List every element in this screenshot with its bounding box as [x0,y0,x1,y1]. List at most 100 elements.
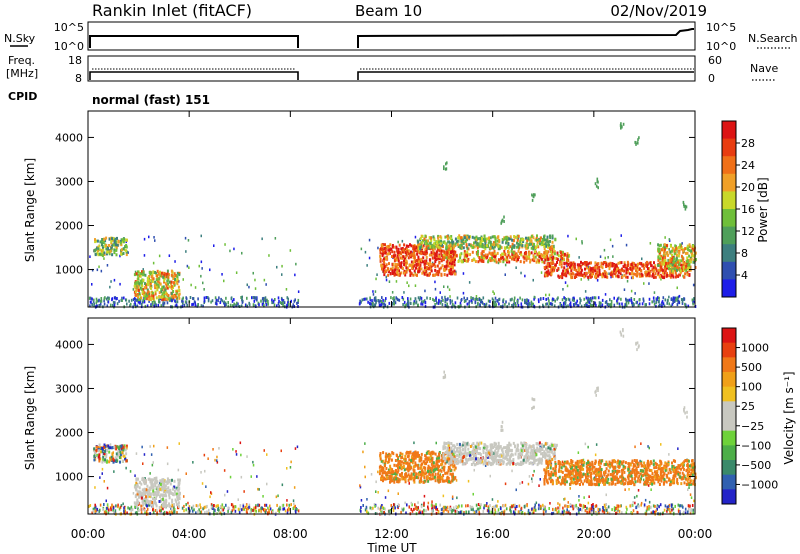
range-cell [458,504,460,508]
range-cell [653,268,656,272]
range-cell [370,507,373,511]
range-cell [523,260,526,264]
range-cell [528,253,531,256]
range-cell [91,297,93,301]
range-cell [441,466,443,470]
range-cell [113,251,116,255]
range-cell [263,449,265,452]
range-cell [559,302,562,306]
range-cell [578,499,580,502]
range-cell [688,504,691,508]
range-cell [623,273,626,277]
range-cell [663,247,666,251]
range-cell [400,510,402,514]
range-cell [442,254,445,258]
range-cell [115,452,118,456]
range-cell [690,508,692,512]
range-cell [674,247,677,251]
range-cell [449,237,452,240]
range-cell [105,236,108,240]
range-cell [457,511,460,514]
range-cell [374,504,376,508]
range-cell [166,462,169,466]
range-cell [178,289,181,292]
range-cell [455,254,458,258]
range-cell [437,236,440,240]
range-cell [218,447,220,450]
range-cell [493,243,496,246]
range-cell [547,297,549,301]
range-cell [127,506,129,510]
range-cell [159,270,161,274]
range-cell [678,301,680,305]
range-cell [462,272,465,275]
range-cell [586,302,588,306]
range-cell [232,505,234,509]
range-cell [484,464,487,467]
range-cell [596,179,599,183]
range-cell [493,505,495,509]
range-cell [223,469,226,472]
range-cell [481,300,483,304]
range-cell [289,466,292,469]
range-cell [686,266,689,270]
range-cell [424,234,427,238]
range-cell [484,237,487,241]
range-cell [596,177,599,181]
range-cell [606,511,609,515]
range-cell [138,282,141,286]
range-cell [135,481,138,485]
range-cell [149,279,152,282]
range-cell [521,244,524,248]
range-cell [115,447,118,451]
range-cell [141,290,144,294]
range-cell [113,296,116,300]
range-cell [444,505,446,509]
range-cell [231,509,234,513]
range-cell [94,253,97,257]
range-cell [657,258,660,262]
range-cell [605,508,608,512]
range-cell [468,235,470,239]
range-cell [468,301,470,305]
range-cell [382,257,385,261]
range-cell [223,300,225,304]
range-cell [443,265,446,269]
range-cell [519,511,522,514]
range-cell [525,301,527,305]
range-cell [392,245,395,249]
range-cell [554,238,557,242]
range-cell [162,502,165,506]
range-cell [94,503,96,507]
range-cell [388,246,391,250]
range-cell [386,252,389,256]
range-cell [375,480,377,484]
range-cell [654,275,657,279]
range-cell [159,482,162,486]
range-cell [678,273,681,277]
range-cell [213,244,215,247]
range-cell [545,293,547,297]
range-cell [564,504,566,508]
range-cell [467,247,470,251]
y-tick-label: 2000 [55,220,83,233]
range-cell [147,283,150,287]
range-cell [102,240,105,244]
range-cell [636,510,639,514]
range-cell [628,272,631,276]
range-cell [421,302,424,306]
range-cell [450,235,453,238]
range-cell [528,243,531,247]
range-cell [418,298,421,302]
range-cell [599,255,602,258]
range-cell [420,505,423,509]
range-cell [96,507,99,511]
range-cell [580,503,582,507]
range-cell [138,508,140,512]
range-cell [470,299,473,303]
range-cell [579,301,581,305]
range-cell [294,447,297,450]
range-cell [141,476,144,480]
range-cell [173,510,176,514]
range-cell [580,268,583,272]
